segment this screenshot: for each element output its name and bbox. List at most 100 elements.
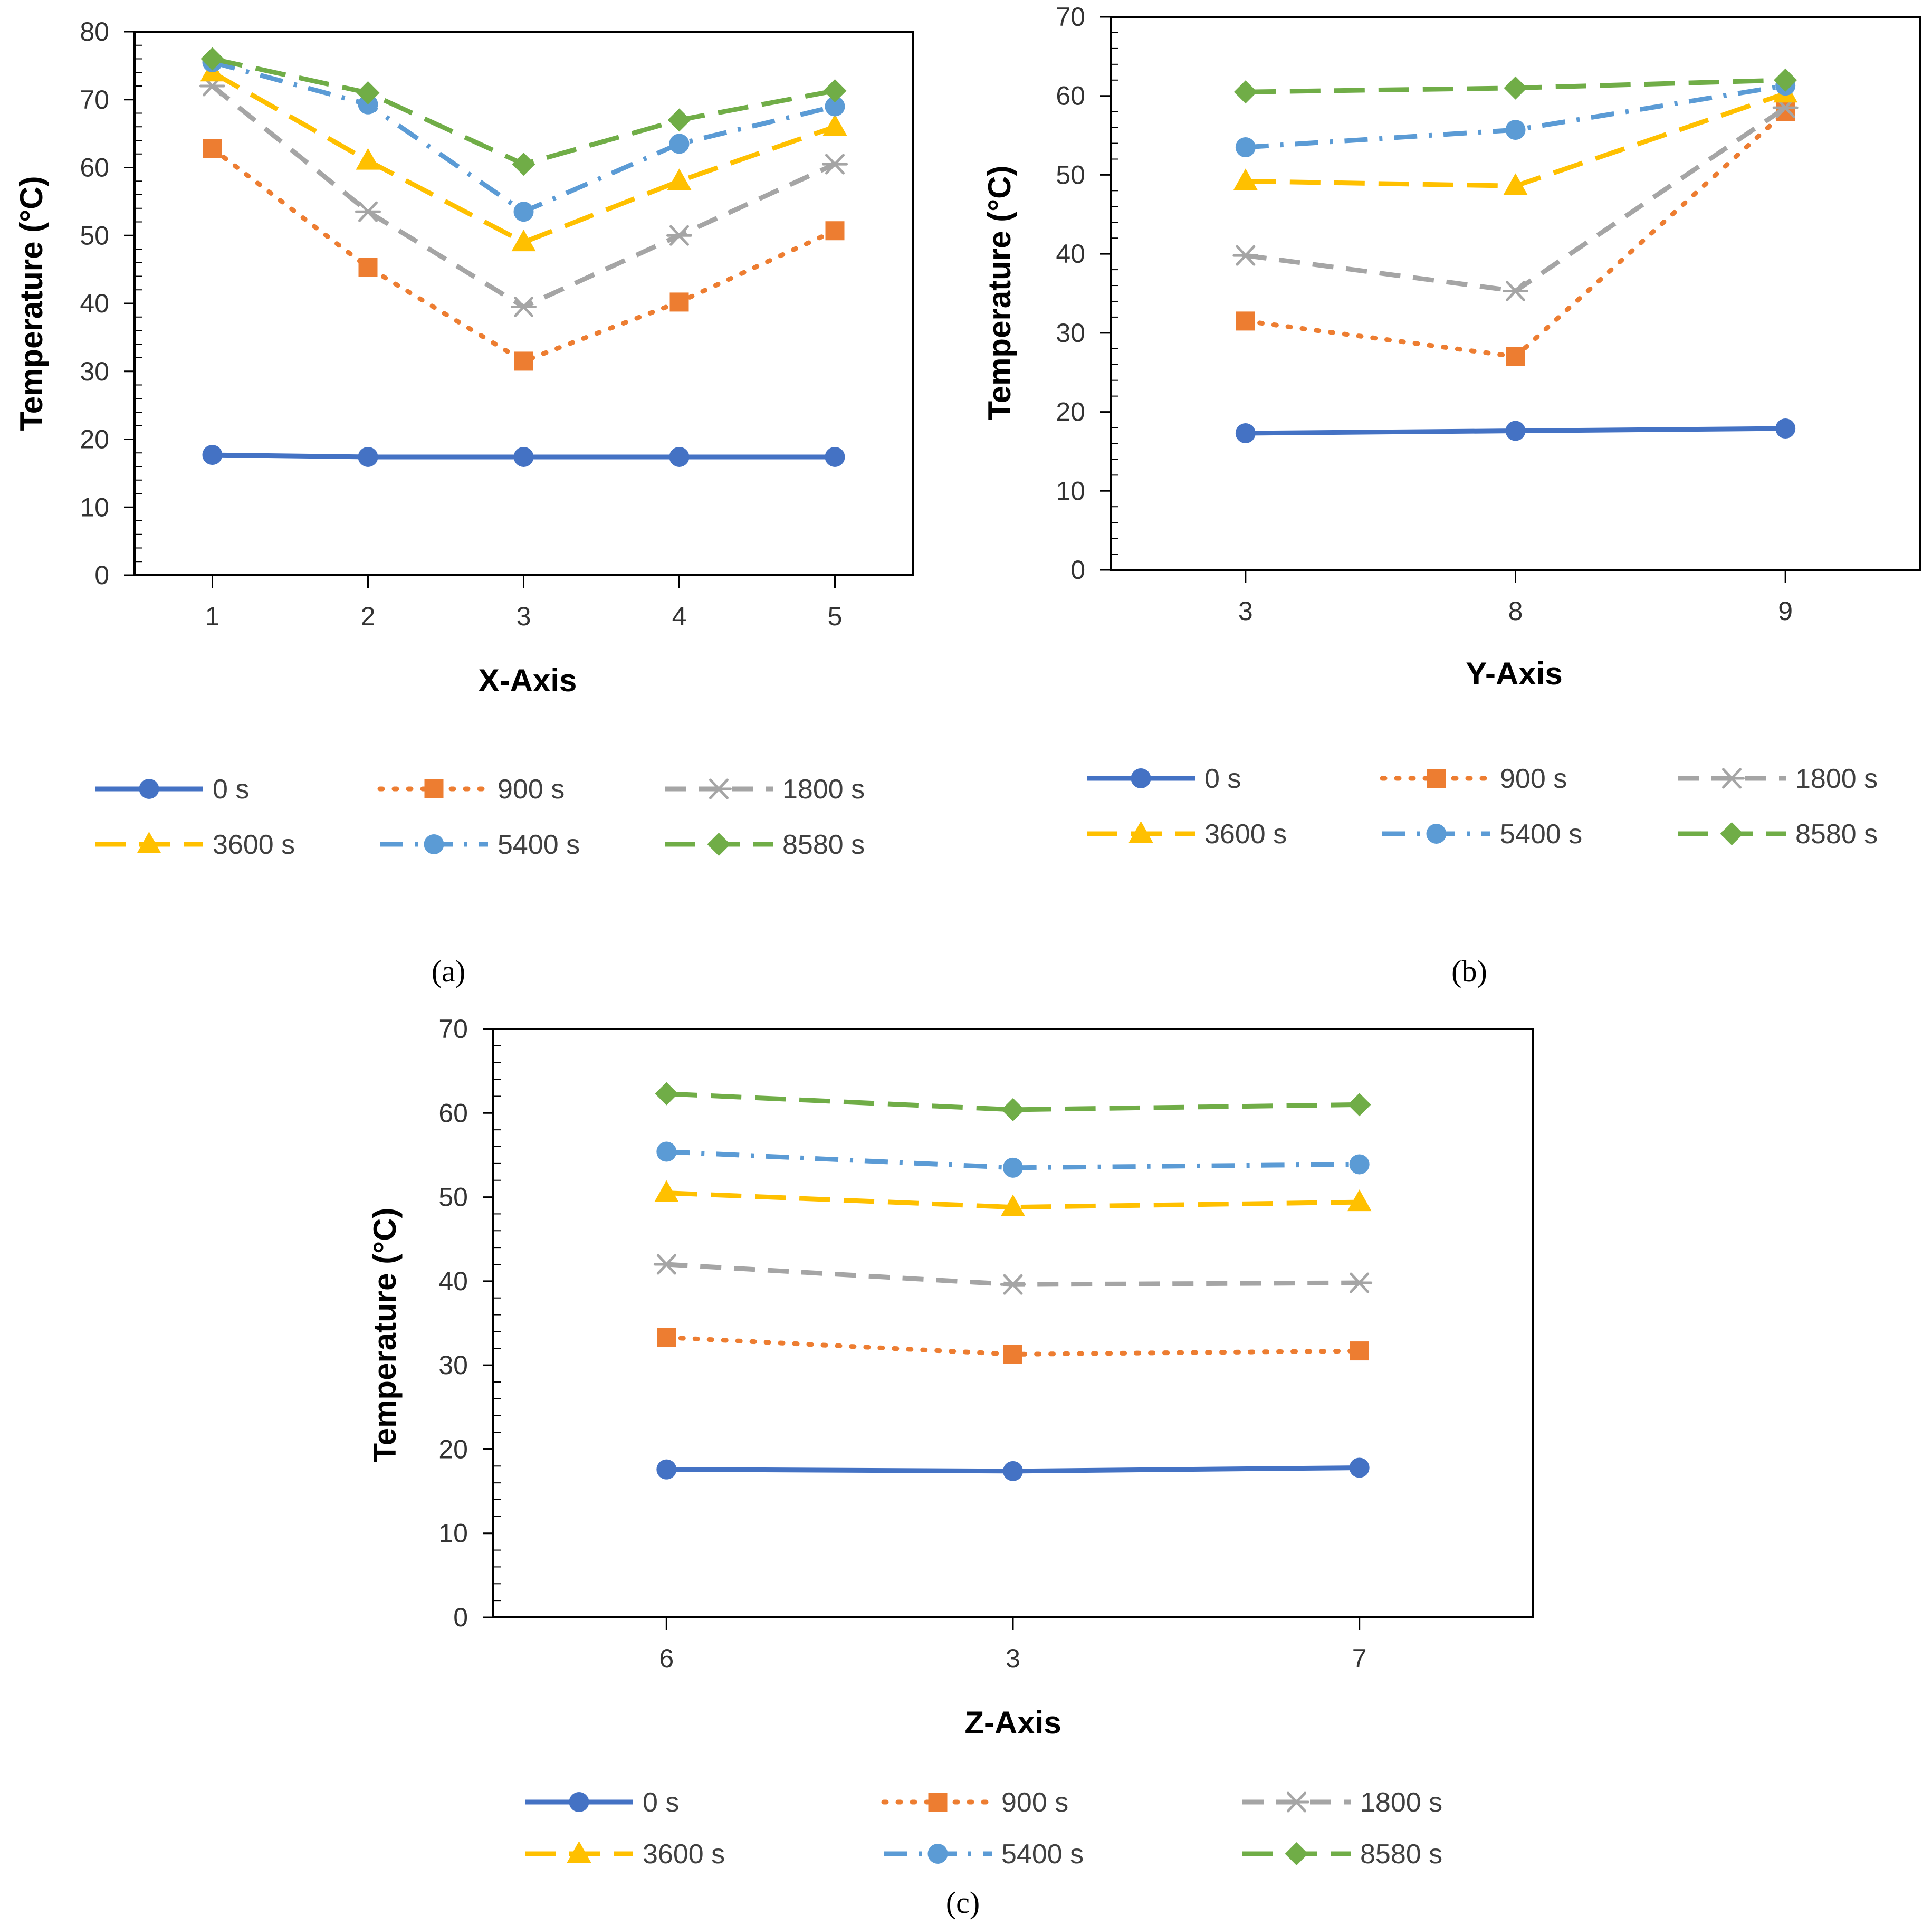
legend-entry-s3600: 3600 s [1087, 819, 1287, 850]
legend-marker [1719, 768, 1745, 789]
data-point-s8580 [1347, 1093, 1371, 1117]
data-point-s5400 [825, 96, 845, 117]
data-point-s8580 [356, 81, 380, 104]
legend-entry-s900: 900 s [881, 1787, 1068, 1818]
series-s0-a [202, 445, 845, 467]
legend-entry-s900: 900 s [377, 774, 565, 805]
legend-marker [1128, 821, 1153, 843]
legend-label: 0 s [1204, 764, 1241, 794]
x-tick-label: 1 [205, 602, 220, 631]
data-point-s1800 [666, 225, 692, 246]
legend-label: 5400 s [1001, 1839, 1084, 1870]
legend-entry-s900: 900 s [1380, 764, 1567, 794]
x-axis-title-c: Z-Axis [964, 1705, 1061, 1740]
y-tick-label: 60 [438, 1098, 468, 1128]
legend-label: 0 s [643, 1787, 679, 1818]
legend-entry-s5400: 5400 s [380, 830, 580, 860]
data-point-s3600 [1233, 168, 1258, 190]
panel-label-a: (a) [432, 954, 465, 988]
y-tick-label: 70 [438, 1014, 468, 1044]
legend-entry-s0: 0 s [1087, 764, 1241, 794]
y-tick-label: 20 [80, 425, 109, 454]
legend-entry-s1800: 1800 s [1678, 764, 1878, 794]
panel-b: 0 10 20 30 40 50 60 70 3 8 9 Temperature (°C) Y-Axis… [982, 2, 1921, 988]
data-point-s900 [825, 221, 845, 241]
y-tick-label: 0 [1070, 555, 1085, 585]
series-s1800-a [199, 75, 848, 317]
data-point-s5400 [1003, 1157, 1023, 1178]
y-tick-label: 70 [80, 85, 109, 115]
legend-entry-s1800: 1800 s [1242, 1787, 1442, 1818]
data-point-s3600 [1347, 1189, 1372, 1212]
data-point-s0 [358, 446, 378, 467]
data-point-s0 [825, 446, 845, 467]
legend-entry-s3600: 3600 s [95, 830, 295, 860]
legend-marker [424, 834, 444, 854]
legend-label: 5400 s [1500, 819, 1582, 850]
data-point-s8580 [823, 79, 847, 103]
y-tick-label: 30 [438, 1350, 468, 1380]
series-s900-c [657, 1328, 1369, 1364]
data-point-s0 [513, 446, 534, 467]
data-point-s1800 [1232, 245, 1259, 266]
legend-marker [1427, 769, 1446, 788]
series-s0-c [656, 1457, 1370, 1481]
x-tick-label: 3 [1006, 1644, 1020, 1673]
series-s3600-a [200, 60, 847, 252]
y-tick-label: 10 [438, 1519, 468, 1548]
data-point-s900 [657, 1328, 676, 1347]
data-point-s1800 [511, 296, 537, 317]
data-point-s3600 [356, 148, 380, 170]
series-s8580-b [1233, 68, 1797, 104]
data-point-s5400 [1349, 1154, 1370, 1175]
data-point-s3600 [1001, 1194, 1025, 1216]
legend-label: 900 s [1001, 1787, 1068, 1818]
legend-label: 8580 s [1795, 819, 1878, 850]
x-tick-label: 8 [1508, 596, 1523, 626]
y-tick-label: 0 [453, 1603, 468, 1632]
series-s1800-c [653, 1254, 1373, 1295]
legend-marker [1284, 1791, 1309, 1813]
data-point-s900 [203, 139, 222, 158]
x-tick-label: 2 [361, 602, 376, 631]
data-point-s900 [358, 258, 378, 277]
x-tick-label: 5 [828, 602, 843, 631]
legend-label: 1800 s [1795, 764, 1878, 794]
legend-marker [139, 779, 159, 799]
legend-label: 1800 s [782, 774, 865, 805]
legend-marker [567, 1841, 591, 1863]
y-tick-label: 60 [80, 153, 109, 183]
legend-label: 3600 s [1204, 819, 1287, 850]
legend-marker [1131, 768, 1151, 788]
legend-entry-s5400: 5400 s [1382, 819, 1582, 850]
data-point-s0 [669, 446, 690, 467]
data-point-s0 [1235, 423, 1256, 443]
legend-entry-s3600: 3600 s [525, 1839, 725, 1870]
legend-marker [1720, 822, 1744, 845]
legend-label: 3600 s [643, 1839, 725, 1870]
y-tick-label: 20 [1056, 397, 1085, 427]
data-point-s0 [1775, 418, 1796, 439]
data-point-s0 [202, 445, 223, 465]
data-point-s1800 [1346, 1272, 1373, 1293]
y-axis-title-b: Temperature (°C) [982, 166, 1017, 421]
y-tick-label: 30 [80, 357, 109, 386]
y-tick-label: 80 [80, 17, 109, 46]
data-point-s3600 [1503, 173, 1528, 195]
series-s0-b [1235, 418, 1796, 443]
legend-label: 900 s [1500, 764, 1567, 794]
y-tick-label: 60 [1056, 81, 1085, 111]
legend-label: 8580 s [1360, 1839, 1442, 1870]
y-tick-label: 40 [1056, 239, 1085, 269]
legend-entry-s0: 0 s [525, 1787, 679, 1818]
x-axis-title-a: X-Axis [479, 663, 577, 698]
x-tick-label: 6 [659, 1644, 674, 1673]
data-point-s0 [656, 1459, 677, 1480]
data-point-s3600 [822, 114, 847, 136]
legend-label: 8580 s [782, 830, 865, 860]
data-point-s3600 [667, 168, 692, 190]
y-tick-label: 40 [80, 289, 109, 318]
legend-marker [1426, 824, 1447, 844]
y-tick-label: 50 [80, 221, 109, 250]
